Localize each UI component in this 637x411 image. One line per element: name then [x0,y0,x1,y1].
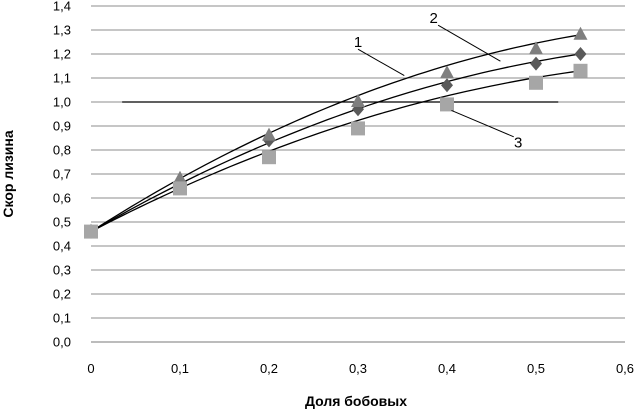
data-point-series-2 [440,65,454,79]
data-point-series-2 [573,26,588,40]
callouts: 1 2 3 [354,10,523,152]
x-tick-labels: 0 0,1 0,2 0,3 0,4 0,5 0,6 [87,361,634,376]
y-tick-label: 0,7 [53,167,71,182]
data-point-series-2 [262,127,276,141]
data-points [84,26,588,239]
series-label-1: 1 [354,34,362,51]
y-tick-label: 1,4 [53,0,71,14]
data-point-series-1 [441,78,453,93]
x-tick-label: 0,3 [349,361,367,376]
y-tick-label: 0,3 [53,263,71,278]
fit-curve-series-2 [90,34,581,233]
x-tick-label: 0,6 [616,361,634,376]
y-tick-label: 1,1 [53,71,71,86]
x-tick-label: 0,4 [438,361,456,376]
data-point-series-3 [84,224,98,239]
y-tick-label: 0,1 [53,311,71,326]
data-point-series-1 [530,56,542,71]
data-point-series-3 [351,121,365,136]
series-label-2: 2 [429,10,437,27]
callout-line-2 [437,24,501,62]
y-tick-label: 0,6 [53,191,71,206]
callout-line-3 [451,109,514,138]
y-gridlines [91,5,625,319]
y-tick-label: 0,5 [53,215,71,230]
data-point-series-3 [529,75,543,90]
y-tick-label: 0,8 [53,143,71,158]
data-point-series-1 [574,47,587,61]
callout-line-1 [357,48,405,77]
y-tick-label: 0,4 [53,239,71,254]
data-point-series-2 [173,170,187,184]
y-tick-label: 1,2 [53,47,71,62]
series-label-3: 3 [514,135,522,152]
data-point-series-2 [351,94,365,107]
data-point-series-3 [262,150,276,165]
data-point-series-2 [529,41,543,55]
x-tick-label: 0,1 [171,361,189,376]
y-tick-label: 0,2 [53,287,71,302]
x-tick-label: 0,5 [527,361,545,376]
y-tick-label: 0,9 [53,119,71,134]
x-axis-title: Доля бобовых [305,393,407,409]
y-tick-labels: 0,0 0,1 0,2 0,3 0,4 0,5 0,6 0,7 0,8 0,9 1,0 1,1 1,2 1… [53,0,71,350]
fit-curves [90,34,581,233]
y-tick-label: 1,0 [53,95,71,110]
fit-curve-series-3 [90,70,581,233]
data-point-series-3 [440,97,454,112]
y-axis-title: Скор лизина [0,130,16,217]
data-point-series-3 [573,63,588,78]
data-point-series-3 [173,181,187,196]
y-tick-label: 0,0 [53,335,71,350]
x-tick-label: 0 [87,361,94,376]
fit-curve-series-1 [90,53,581,233]
x-tick-label: 0,2 [260,361,278,376]
y-tick-label: 1,3 [53,23,71,38]
